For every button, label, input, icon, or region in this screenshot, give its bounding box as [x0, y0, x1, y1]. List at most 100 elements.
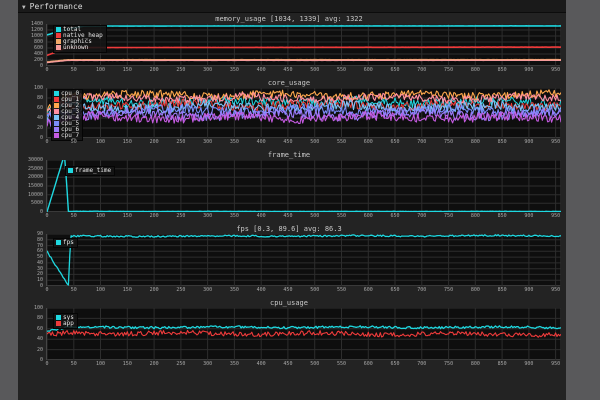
x-tick-label: 600 — [363, 213, 373, 219]
legend-item: cpu_7 — [54, 133, 79, 139]
plot-area[interactable]: fps — [46, 234, 561, 286]
x-tick-label: 0 — [45, 67, 49, 73]
y-tick-label: 60 — [36, 248, 43, 255]
y-tick-label: 40 — [36, 259, 43, 266]
x-tick-label: 550 — [336, 67, 346, 73]
x-tick-label: 700 — [417, 361, 427, 367]
plot-canvas — [47, 160, 561, 212]
y-tick-label: 10000 — [27, 191, 43, 198]
y-tick-label: 90 — [36, 231, 43, 237]
plot-area[interactable]: cpu_0 cpu_1 cpu_2 cpu_3 cpu_4 cpu_5 cpu_6 cpu_7 — [46, 88, 561, 141]
legend: total native_heap graphics unknown — [53, 25, 107, 53]
legend-item: graphics — [56, 39, 103, 45]
x-tick-label: 650 — [390, 361, 400, 367]
legend-swatch-icon — [56, 45, 61, 50]
legend-label: cpu_4 — [61, 114, 80, 121]
x-tick-label: 50 — [70, 67, 77, 73]
plot-area[interactable]: frame_time — [46, 160, 561, 212]
chart-title: core_usage — [267, 79, 311, 87]
x-axis-labels: 0 50 100 150 200 250 300 350 400 450 500 550 600 650 7… — [45, 138, 561, 146]
x-tick-label: 900 — [524, 139, 534, 145]
performance-panel-header[interactable]: ▼ Performance — [18, 0, 566, 13]
x-tick-label: 800 — [470, 213, 480, 219]
x-tick-label: 650 — [390, 139, 400, 145]
y-tick-label: 0 — [39, 135, 43, 141]
x-tick-label: 400 — [256, 287, 266, 293]
y-tick-label: 20 — [36, 125, 43, 131]
legend-item: total — [56, 27, 103, 33]
performance-window: ▼ Performance memory_usage [1034, 1339] a… — [18, 0, 566, 400]
x-tick-label: 100 — [96, 67, 106, 73]
x-tick-label: 950 — [551, 361, 561, 367]
y-tick-label: 70 — [36, 242, 43, 249]
y-axis-labels: 0 200 400 600 800 1000 1200 1400 — [18, 21, 46, 69]
x-tick-label: 400 — [256, 139, 266, 145]
x-tick-label: 200 — [149, 213, 159, 219]
x-tick-label: 300 — [203, 287, 213, 293]
x-tick-label: 100 — [96, 361, 106, 367]
y-tick-label: 1400 — [30, 21, 43, 27]
x-tick-label: 700 — [417, 67, 427, 73]
y-tick-label: 20000 — [27, 174, 43, 181]
x-tick-label: 800 — [470, 67, 480, 73]
x-tick-label: 450 — [283, 213, 293, 219]
y-tick-label: 100 — [33, 85, 43, 91]
y-axis-labels: 0 5000 10000 15000 20000 25000 30000 — [18, 157, 46, 215]
x-tick-label: 700 — [417, 213, 427, 219]
y-tick-label: 30 — [36, 265, 43, 272]
x-tick-label: 600 — [363, 139, 373, 145]
x-tick-label: 300 — [203, 139, 213, 145]
chart-title: cpu_usage — [270, 299, 308, 307]
collapse-triangle-icon[interactable]: ▼ — [22, 4, 26, 11]
x-tick-label: 400 — [256, 361, 266, 367]
legend-label: cpu_2 — [61, 102, 80, 109]
plot-area[interactable]: total native_heap graphics unknown — [46, 24, 561, 66]
legend-item: cpu_1 — [54, 97, 79, 103]
x-tick-label: 450 — [283, 139, 293, 145]
legend: cpu_0 cpu_1 cpu_2 cpu_3 cpu_4 cpu_5 cpu_6 cpu_7 — [51, 89, 84, 141]
y-tick-label: 600 — [33, 45, 43, 51]
x-tick-label: 450 — [283, 361, 293, 367]
x-tick-label: 650 — [390, 287, 400, 293]
x-tick-label: 750 — [444, 361, 454, 367]
plot-canvas — [47, 308, 561, 360]
x-tick-label: 300 — [203, 361, 213, 367]
chart-panel: frame_time 0 5000 10000 15000 20000 25000 3000… — [18, 151, 561, 220]
legend-label: cpu_1 — [61, 96, 80, 103]
x-tick-label: 100 — [96, 139, 106, 145]
x-tick-label: 550 — [336, 287, 346, 293]
y-tick-label: 60 — [36, 325, 43, 332]
x-tick-label: 350 — [229, 67, 239, 73]
x-tick-label: 350 — [229, 287, 239, 293]
x-tick-label: 550 — [336, 361, 346, 367]
chart-panel: fps [0.3, 89.6] avg: 86.3 0 10 20 30 40 50 60 7… — [18, 225, 561, 294]
x-tick-label: 100 — [96, 213, 106, 219]
y-axis-labels: 0 20 40 60 80 100 — [18, 305, 46, 363]
y-tick-label: 30000 — [27, 157, 43, 163]
legend-item: unknown — [56, 45, 103, 51]
y-tick-label: 60 — [36, 105, 43, 111]
y-tick-label: 100 — [33, 305, 43, 311]
x-tick-label: 600 — [363, 361, 373, 367]
x-axis-labels: 0 50 100 150 200 250 300 350 400 450 500 550 600 650 7… — [45, 66, 561, 74]
x-tick-label: 650 — [390, 213, 400, 219]
y-tick-label: 20 — [36, 346, 43, 353]
y-tick-label: 25000 — [27, 165, 43, 172]
legend-swatch-icon — [54, 115, 59, 120]
x-tick-label: 0 — [45, 139, 49, 145]
plot-area[interactable]: sys app — [46, 308, 561, 360]
chart-title: memory_usage [1034, 1339] avg: 1322 — [215, 15, 363, 23]
legend-item: fps — [56, 240, 74, 246]
x-tick-label: 850 — [497, 287, 507, 293]
legend-swatch-icon — [54, 91, 59, 96]
legend-label: cpu_5 — [61, 120, 80, 127]
x-tick-label: 200 — [149, 287, 159, 293]
legend-swatch-icon — [54, 127, 59, 132]
x-tick-label: 50 — [70, 213, 77, 219]
charts-container: memory_usage [1034, 1339] avg: 1322 0 200… — [18, 13, 566, 368]
y-tick-label: 20 — [36, 271, 43, 278]
legend-item: cpu_2 — [54, 103, 79, 109]
x-tick-label: 500 — [310, 287, 320, 293]
y-tick-label: 40 — [36, 115, 43, 121]
x-tick-label: 350 — [229, 213, 239, 219]
